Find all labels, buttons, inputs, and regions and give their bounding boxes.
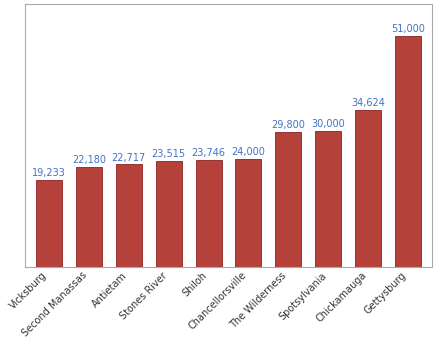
Bar [235, 158, 261, 268]
Bar [355, 110, 381, 268]
Bar [116, 164, 142, 268]
Text: 23,746: 23,746 [191, 148, 225, 158]
Bar [196, 160, 221, 268]
Bar [275, 132, 301, 268]
Text: 30,000: 30,000 [311, 119, 345, 129]
Text: 29,800: 29,800 [271, 120, 305, 130]
Text: 34,624: 34,624 [351, 98, 385, 108]
Bar [156, 161, 182, 268]
Text: 24,000: 24,000 [232, 147, 266, 157]
Bar [36, 180, 62, 268]
Text: 51,000: 51,000 [391, 24, 425, 34]
Bar [76, 167, 102, 268]
Text: 23,515: 23,515 [152, 149, 186, 159]
Bar [395, 36, 421, 268]
Text: 22,717: 22,717 [112, 153, 146, 163]
Text: 22,180: 22,180 [72, 155, 106, 165]
Text: 19,233: 19,233 [32, 168, 66, 178]
Bar [315, 131, 341, 268]
